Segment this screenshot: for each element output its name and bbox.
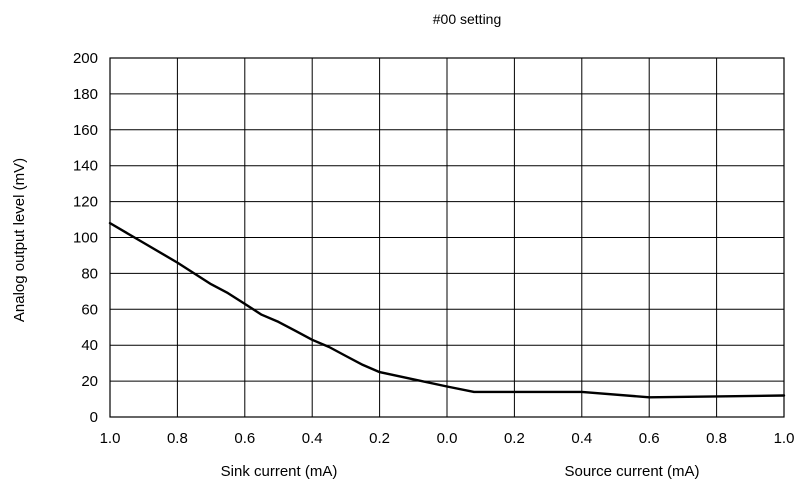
y-tick-label: 120 bbox=[73, 194, 98, 211]
x-tick-label: 0.2 bbox=[504, 430, 525, 447]
x-tick-label: 0.8 bbox=[167, 430, 188, 447]
y-tick-label: 0 bbox=[90, 409, 98, 426]
x-tick-label: 0.8 bbox=[706, 430, 727, 447]
x-tick-label: 1.0 bbox=[774, 430, 795, 447]
series-line bbox=[108, 221, 786, 399]
series-group bbox=[108, 221, 786, 399]
y-tick-label: 40 bbox=[81, 337, 98, 354]
y-tick-label: 100 bbox=[73, 230, 98, 247]
y-tick-label: 140 bbox=[73, 158, 98, 175]
y-tick-labels: 0 20 40 60 80 100 120 140 160 180 200 bbox=[73, 50, 98, 426]
x-tick-label: 1.0 bbox=[100, 430, 121, 447]
plot-border bbox=[109, 57, 785, 418]
x-tick-label: 0.0 bbox=[437, 430, 458, 447]
x-axis-label-source: Source current (mA) bbox=[564, 463, 699, 480]
y-tick-label: 160 bbox=[73, 122, 98, 139]
x-axis-label-sink: Sink current (mA) bbox=[221, 463, 338, 480]
grid bbox=[109, 57, 785, 418]
y-tick-label: 180 bbox=[73, 86, 98, 103]
x-tick-label: 0.2 bbox=[369, 430, 390, 447]
y-tick-label: 20 bbox=[81, 373, 98, 390]
y-tick-label: 200 bbox=[73, 50, 98, 67]
y-tick-label: 80 bbox=[81, 265, 98, 282]
x-tick-label: 0.6 bbox=[639, 430, 660, 447]
x-tick-label: 0.4 bbox=[302, 430, 323, 447]
y-axis-label: Analog output level (mV) bbox=[11, 158, 28, 322]
x-tick-label: 0.6 bbox=[234, 430, 255, 447]
y-tick-label: 60 bbox=[81, 301, 98, 318]
x-tick-labels: 1.0 0.8 0.6 0.4 0.2 0.0 0.2 0.4 0.6 0.8 1.0 bbox=[100, 430, 795, 447]
x-tick-label: 0.4 bbox=[571, 430, 592, 447]
chart-title: #00 setting bbox=[433, 11, 502, 27]
